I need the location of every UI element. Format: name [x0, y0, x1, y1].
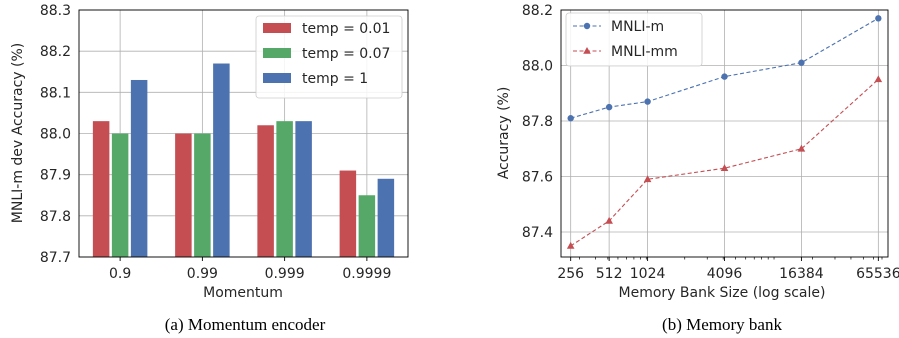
a-legend-label-1: temp = 0.07 — [302, 46, 390, 62]
b-y-tick-1: 87.6 — [522, 170, 553, 186]
a-bar-0.99-s1 — [194, 133, 211, 257]
memory-bank-chart: 87.4 87.6 87.8 88.0 88.2 256 512 1024 4096 16384… — [496, 3, 899, 334]
b-point-s0-0 — [567, 115, 574, 122]
b-x-tick-2: 1024 — [630, 266, 666, 282]
a-legend-swatch-1 — [263, 48, 291, 58]
a-y-tick-6: 88.3 — [40, 3, 71, 19]
a-legend-box — [255, 15, 403, 99]
b-point-s0-3 — [721, 73, 728, 80]
b-point-s1-1 — [605, 216, 613, 224]
a-caption: (a) Momentum encoder — [165, 315, 326, 334]
a-bar-0.9999-s1 — [358, 195, 376, 257]
b-y-tick-labels: 87.4 87.6 87.8 88.0 88.2 — [522, 3, 553, 241]
b-legend-marker-1 — [583, 47, 591, 54]
b-x-tick-1: 512 — [596, 266, 623, 282]
b-point-s0-4 — [798, 59, 805, 66]
a-y-tick-3: 88.0 — [40, 127, 71, 143]
b-y-tick-4: 88.2 — [522, 3, 553, 19]
a-y-tick-5: 88.2 — [40, 44, 71, 60]
b-y-axis-label: Accuracy (%) — [496, 87, 512, 180]
momentum-encoder-chart: 87.7 87.8 87.9 88.0 88.1 88.2 88.3 0.9 0.99 0.99… — [10, 3, 409, 334]
b-caption: (b) Memory bank — [662, 315, 782, 334]
a-legend-swatch-0 — [263, 23, 291, 33]
a-x-tick-2: 0.999 — [265, 266, 305, 282]
b-y-tick-3: 88.0 — [522, 59, 553, 75]
a-bars — [92, 63, 395, 258]
b-series-lines — [566, 15, 883, 249]
b-x-tick-5: 65536 — [856, 266, 899, 282]
b-y-tick-0: 87.4 — [522, 225, 553, 241]
a-legend-label-2: temp = 1 — [302, 71, 368, 87]
b-x-tick-labels: 256 512 1024 4096 16384 65536 — [557, 257, 899, 282]
b-x-tick-0: 256 — [557, 266, 584, 282]
a-y-tick-1: 87.8 — [40, 209, 71, 225]
a-bar-0.9-s2 — [130, 79, 148, 257]
a-bar-0.999-s1 — [276, 121, 293, 258]
a-y-axis-label: MNLI-m dev Accuracy (%) — [10, 43, 26, 223]
a-x-tick-labels: 0.9 0.99 0.999 0.9999 — [109, 257, 391, 282]
b-x-tick-4: 16384 — [779, 266, 824, 282]
b-x-tick-3: 4096 — [707, 266, 743, 282]
a-bar-0.9999-s0 — [339, 170, 357, 257]
b-legend: MNLI-m MNLI-mm — [565, 12, 703, 67]
b-legend-marker-0 — [583, 22, 591, 30]
b-point-s1-2 — [643, 175, 652, 183]
a-bar-0.9-s1 — [111, 133, 129, 257]
b-point-s0-1 — [605, 103, 613, 111]
b-point-s1-5 — [874, 75, 883, 83]
b-x-axis-label: Memory Bank Size (log scale) — [619, 285, 826, 301]
a-legend-swatch-2 — [263, 73, 291, 83]
a-bar-0.99-s2 — [213, 63, 230, 258]
a-bar-0.9-s0 — [92, 121, 110, 258]
a-legend-label-0: temp = 0.01 — [302, 21, 390, 37]
b-line-s0 — [570, 17, 879, 119]
b-point-s0-2 — [644, 98, 651, 105]
a-x-tick-1: 0.99 — [187, 266, 218, 282]
a-y-tick-2: 87.9 — [40, 168, 71, 184]
b-point-s1-4 — [797, 144, 806, 152]
b-point-s0-5 — [875, 15, 882, 22]
b-point-s1-3 — [720, 164, 729, 171]
a-bar-0.999-s0 — [257, 125, 274, 258]
b-line-s1 — [570, 78, 879, 247]
a-legend: temp = 0.01 temp = 0.07 temp = 1 — [255, 15, 403, 99]
a-x-axis-label: Momentum — [203, 285, 283, 301]
b-point-s1-0 — [566, 241, 575, 249]
b-gridlines — [561, 9, 888, 257]
a-y-tick-0: 87.7 — [40, 250, 71, 266]
a-y-tick-4: 88.1 — [40, 85, 71, 101]
a-plot-frame — [78, 9, 409, 258]
a-x-tick-3: 0.9999 — [342, 266, 391, 282]
b-y-tick-2: 87.8 — [522, 114, 553, 130]
a-bar-0.9999-s2 — [377, 178, 395, 257]
a-x-tick-0: 0.9 — [109, 266, 131, 282]
b-legend-label-0: MNLI-m — [611, 19, 664, 35]
a-bar-0.999-s2 — [295, 121, 312, 258]
a-bar-0.99-s0 — [175, 133, 192, 257]
b-legend-label-1: MNLI-mm — [611, 44, 678, 60]
a-y-tick-labels: 87.7 87.8 87.9 88.0 88.1 88.2 88.3 — [40, 3, 71, 266]
